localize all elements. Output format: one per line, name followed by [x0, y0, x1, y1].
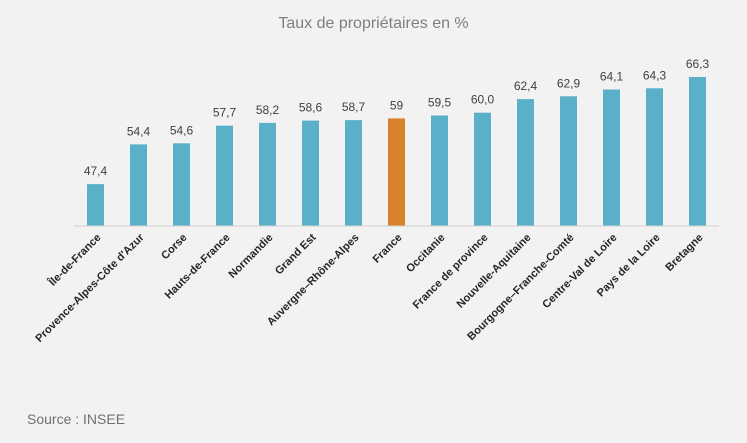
category-label-9: France de province	[411, 232, 491, 312]
bar-9	[474, 112, 491, 226]
value-label-5: 58,6	[299, 101, 323, 115]
category-label-10: Nouvelle-Aquitaine	[455, 232, 534, 311]
bar-11	[560, 96, 577, 226]
value-label-0: 47,4	[84, 164, 108, 178]
value-label-14: 66,3	[686, 57, 710, 71]
category-label-5: Grand Est	[273, 231, 319, 277]
bar-3	[216, 125, 233, 226]
category-label-14: Bretagne	[663, 232, 705, 274]
category-label-4: Normandie	[226, 232, 275, 281]
bar-6	[345, 120, 362, 226]
category-label-12: Centre-Val de Loire	[540, 232, 619, 311]
chart-title: Taux de propriétaires en %	[278, 15, 469, 32]
value-label-11: 62,9	[557, 76, 581, 90]
category-label-7: France	[371, 232, 405, 266]
category-label-8: Occitanie	[404, 232, 448, 276]
bar-7	[388, 118, 405, 226]
category-label-6: Auvergne–Rhône-Alpes	[265, 232, 362, 329]
bar-2	[173, 143, 190, 226]
bar-5	[302, 120, 319, 226]
bar-12	[603, 89, 620, 226]
value-label-3: 57,7	[213, 106, 237, 120]
value-label-1: 54,4	[127, 124, 151, 138]
value-label-13: 64,3	[643, 68, 667, 82]
bar-8	[431, 115, 448, 226]
value-label-10: 62,4	[514, 79, 538, 93]
value-label-7: 59	[390, 98, 404, 112]
value-label-2: 54,6	[170, 123, 194, 137]
source-note: Source : INSEE	[27, 411, 126, 427]
value-label-8: 59,5	[428, 96, 452, 110]
bars-layer	[87, 77, 706, 226]
value-label-6: 58,7	[342, 100, 366, 114]
category-label-2: Corse	[159, 232, 190, 263]
bar-14	[689, 77, 706, 226]
bar-10	[517, 99, 534, 226]
value-labels-layer: 47,4 54,4 54,6 57,7 58,2 58,6 58,7 59 59,5 60,0 62…	[84, 57, 710, 178]
value-label-9: 60,0	[471, 93, 495, 107]
bar-4	[259, 122, 276, 226]
bar-0	[87, 184, 104, 226]
bar-13	[646, 88, 663, 226]
value-label-12: 64,1	[600, 70, 624, 84]
value-label-4: 58,2	[256, 103, 280, 117]
bar-1	[130, 144, 147, 226]
